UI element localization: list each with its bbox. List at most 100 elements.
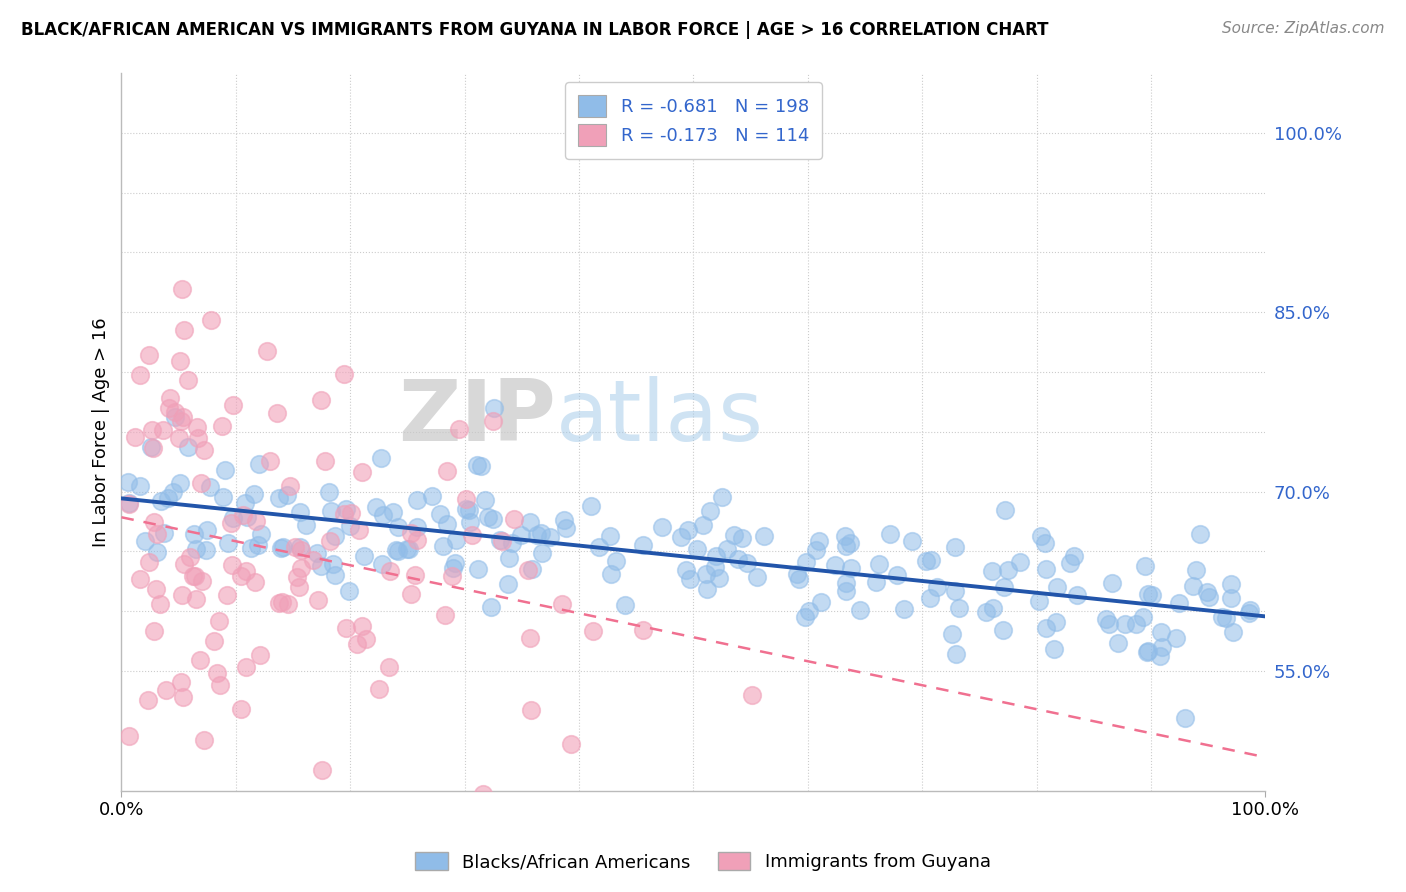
- Point: [550, 597, 572, 611]
- Point: [1035, 561, 1057, 575]
- Point: [685, 542, 707, 557]
- Point: [692, 518, 714, 533]
- Point: [215, 588, 238, 602]
- Point: [231, 702, 253, 716]
- Point: [247, 457, 270, 471]
- Point: [1219, 591, 1241, 606]
- Point: [219, 516, 242, 530]
- Point: [157, 491, 180, 506]
- Point: [149, 494, 172, 508]
- Point: [472, 788, 495, 802]
- Point: [941, 627, 963, 641]
- Point: [553, 513, 575, 527]
- Point: [141, 423, 163, 437]
- Point: [510, 528, 533, 542]
- Point: [835, 539, 858, 553]
- Point: [794, 555, 817, 569]
- Point: [631, 538, 654, 552]
- Point: [128, 572, 150, 586]
- Point: [467, 562, 489, 576]
- Point: [1043, 642, 1066, 657]
- Point: [284, 540, 307, 554]
- Point: [474, 492, 496, 507]
- Point: [190, 574, 212, 589]
- Point: [172, 690, 194, 705]
- Point: [169, 675, 191, 690]
- Point: [323, 529, 346, 543]
- Point: [142, 624, 165, 638]
- Point: [288, 581, 311, 595]
- Point: [741, 688, 763, 702]
- Point: [179, 549, 201, 564]
- Point: [893, 601, 915, 615]
- Point: [181, 569, 204, 583]
- Point: [271, 595, 294, 609]
- Point: [447, 422, 470, 436]
- Point: [235, 660, 257, 674]
- Point: [519, 631, 541, 645]
- Point: [278, 479, 301, 493]
- Point: [382, 505, 405, 519]
- Point: [243, 487, 266, 501]
- Point: [311, 763, 333, 777]
- Point: [838, 536, 860, 550]
- Point: [1215, 611, 1237, 625]
- Point: [993, 623, 1015, 637]
- Point: [170, 588, 193, 602]
- Point: [221, 398, 243, 412]
- Point: [1239, 602, 1261, 616]
- Point: [879, 527, 901, 541]
- Point: [378, 565, 401, 579]
- Point: [848, 603, 870, 617]
- Point: [232, 508, 254, 523]
- Point: [1059, 556, 1081, 570]
- Point: [1063, 549, 1085, 563]
- Point: [436, 464, 458, 478]
- Point: [195, 543, 218, 558]
- Point: [177, 373, 200, 387]
- Point: [710, 490, 733, 504]
- Point: [193, 442, 215, 457]
- Point: [945, 647, 967, 661]
- Point: [163, 405, 186, 419]
- Point: [233, 496, 256, 510]
- Point: [1189, 527, 1212, 541]
- Point: [277, 597, 299, 611]
- Point: [136, 693, 159, 707]
- Point: [267, 491, 290, 506]
- Point: [994, 502, 1017, 516]
- Point: [152, 525, 174, 540]
- Point: [405, 492, 427, 507]
- Point: [209, 678, 232, 692]
- Point: [529, 526, 551, 541]
- Point: [124, 430, 146, 444]
- Point: [865, 574, 887, 589]
- Point: [806, 542, 828, 557]
- Point: [352, 619, 374, 633]
- Point: [997, 563, 1019, 577]
- Legend: Blacks/African Americans, Immigrants from Guyana: Blacks/African Americans, Immigrants fro…: [408, 845, 998, 879]
- Point: [920, 591, 942, 606]
- Point: [868, 557, 890, 571]
- Point: [208, 615, 231, 629]
- Point: [301, 552, 323, 566]
- Point: [295, 517, 318, 532]
- Point: [118, 497, 141, 511]
- Point: [1222, 625, 1244, 640]
- Point: [498, 551, 520, 566]
- Point: [1182, 578, 1205, 592]
- Point: [211, 490, 233, 504]
- Point: [1135, 645, 1157, 659]
- Point: [482, 401, 505, 416]
- Point: [914, 554, 936, 568]
- Point: [173, 323, 195, 337]
- Point: [703, 559, 725, 574]
- Point: [1140, 588, 1163, 602]
- Point: [1095, 612, 1118, 626]
- Point: [404, 568, 426, 582]
- Point: [807, 533, 830, 548]
- Point: [731, 531, 754, 545]
- Point: [555, 521, 578, 535]
- Point: [1125, 617, 1147, 632]
- Point: [236, 509, 259, 524]
